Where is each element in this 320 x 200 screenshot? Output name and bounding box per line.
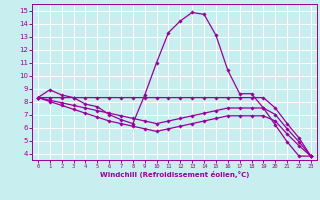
X-axis label: Windchill (Refroidissement éolien,°C): Windchill (Refroidissement éolien,°C): [100, 171, 249, 178]
